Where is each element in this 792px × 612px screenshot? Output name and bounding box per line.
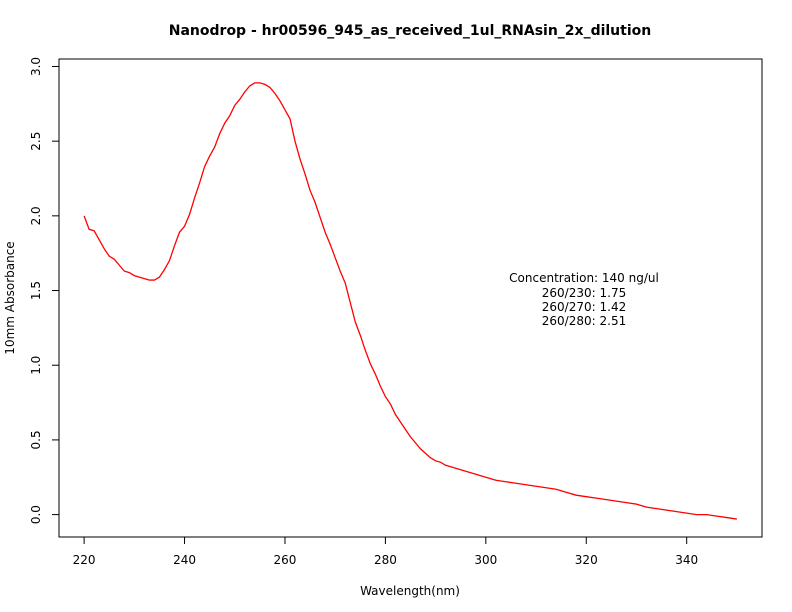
x-tick-label: 320 xyxy=(575,553,598,567)
y-tick-label: 1.0 xyxy=(29,356,43,375)
stats-annotation: Concentration: 140 ng/ul 260/230: 1.75 2… xyxy=(509,271,659,328)
y-axis: 0.0 0.5 1.0 1.5 2.0 2.5 3.0 xyxy=(29,57,59,524)
plot-frame xyxy=(58,58,763,538)
y-tick-label: 0.0 xyxy=(29,505,43,524)
y-axis-label: 10mm Absorbance xyxy=(3,241,17,354)
absorbance-line xyxy=(83,82,737,520)
concentration-text: Concentration: 140 ng/ul xyxy=(509,271,659,285)
ratio-260-230-text: 260/230: 1.75 xyxy=(542,286,626,300)
y-tick-label: 2.0 xyxy=(29,206,43,225)
x-tick-label: 280 xyxy=(374,553,397,567)
y-tick-label: 0.5 xyxy=(29,430,43,449)
y-tick-label: 2.5 xyxy=(29,132,43,151)
x-tick-label: 340 xyxy=(675,553,698,567)
y-tick-label: 3.0 xyxy=(29,57,43,76)
ratio-260-280-text: 260/280: 2.51 xyxy=(542,314,626,328)
x-tick-label: 240 xyxy=(173,553,196,567)
ratio-260-270-text: 260/270: 1.42 xyxy=(542,300,626,314)
x-tick-label: 300 xyxy=(474,553,497,567)
x-axis: 220 240 260 280 300 320 340 xyxy=(73,537,698,567)
x-tick-label: 260 xyxy=(274,553,297,567)
chart-title: Nanodrop - hr00596_945_as_received_1ul_R… xyxy=(169,23,651,39)
y-tick-label: 1.5 xyxy=(29,281,43,300)
x-axis-label: Wavelength(nm) xyxy=(360,584,460,598)
x-tick-label: 220 xyxy=(73,553,96,567)
